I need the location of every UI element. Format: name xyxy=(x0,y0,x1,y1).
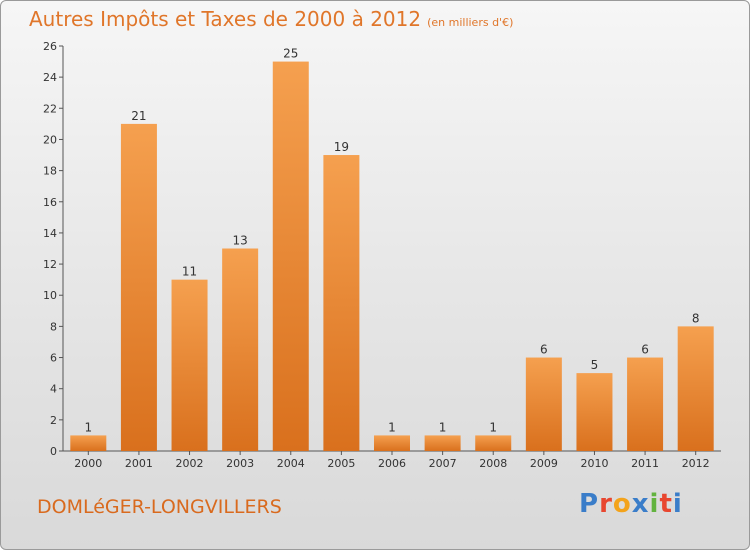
y-tick-label: 26 xyxy=(43,40,57,53)
bar-value-label: 11 xyxy=(182,265,197,279)
x-tick-label: 2002 xyxy=(176,457,204,470)
y-tick-label: 14 xyxy=(43,227,57,240)
x-tick-label: 2001 xyxy=(125,457,153,470)
y-tick-label: 0 xyxy=(50,445,57,458)
y-tick-label: 18 xyxy=(43,165,57,178)
logo-letter: o xyxy=(612,489,632,519)
logo-letter: i xyxy=(672,489,683,519)
logo-letter: P xyxy=(579,489,600,519)
bar-value-label: 25 xyxy=(283,47,298,61)
bar-value-label: 1 xyxy=(84,420,92,434)
y-tick-label: 12 xyxy=(43,258,57,271)
bar-value-label: 5 xyxy=(591,358,599,372)
x-tick-label: 2011 xyxy=(631,457,659,470)
x-tick-label: 2010 xyxy=(580,457,608,470)
y-tick-label: 22 xyxy=(43,102,57,115)
y-tick-label: 20 xyxy=(43,133,57,146)
chart-unit: (en milliers d'€) xyxy=(427,16,514,29)
x-tick-label: 2007 xyxy=(429,457,457,470)
chart-title: Autres Impôts et Taxes de 2000 à 2012 (en… xyxy=(29,7,513,31)
y-tick-label: 4 xyxy=(50,383,57,396)
x-tick-label: 2004 xyxy=(277,457,305,470)
logo-letter: r xyxy=(599,489,613,519)
bar xyxy=(525,357,562,451)
y-tick-label: 24 xyxy=(43,71,57,84)
proxiti-logo: Proxiti xyxy=(579,489,683,519)
bar-value-label: 1 xyxy=(439,420,447,434)
bar-value-label: 6 xyxy=(641,343,649,357)
bar-value-label: 1 xyxy=(489,420,497,434)
commune-name: DOMLéGER-LONGVILLERS xyxy=(37,496,282,518)
bar xyxy=(70,435,107,451)
bar-value-label: 13 xyxy=(233,234,248,248)
bar-value-label: 1 xyxy=(388,420,396,434)
bar xyxy=(374,435,410,451)
bar xyxy=(323,155,360,452)
logo-letter: t xyxy=(659,489,673,519)
x-tick-label: 2006 xyxy=(378,457,406,470)
bar xyxy=(272,61,309,451)
logo-letter: x xyxy=(631,489,650,519)
bar xyxy=(677,326,714,451)
bar xyxy=(424,435,461,451)
x-tick-label: 2012 xyxy=(682,457,710,470)
x-tick-label: 2003 xyxy=(226,457,254,470)
y-tick-label: 8 xyxy=(50,320,57,333)
bar xyxy=(120,123,157,451)
bar xyxy=(576,373,613,451)
y-tick-label: 10 xyxy=(43,289,57,302)
y-tick-label: 6 xyxy=(50,352,57,365)
x-tick-label: 2009 xyxy=(530,457,558,470)
bar xyxy=(171,279,208,451)
x-tick-label: 2000 xyxy=(74,457,102,470)
x-tick-label: 2005 xyxy=(327,457,355,470)
bar xyxy=(222,248,259,451)
y-tick-label: 2 xyxy=(50,414,57,427)
bars xyxy=(70,61,714,452)
bar xyxy=(627,357,664,451)
bar-value-label: 6 xyxy=(540,343,548,357)
chart-title-text: Autres Impôts et Taxes de 2000 à 2012 xyxy=(29,7,422,31)
bar-value-label: 21 xyxy=(131,109,146,123)
y-tick-label: 16 xyxy=(43,196,57,209)
bar xyxy=(475,435,512,451)
logo-letter: i xyxy=(649,489,660,519)
bar-value-label: 19 xyxy=(334,140,349,154)
x-tick-label: 2008 xyxy=(479,457,507,470)
bar-value-label: 8 xyxy=(692,311,700,325)
